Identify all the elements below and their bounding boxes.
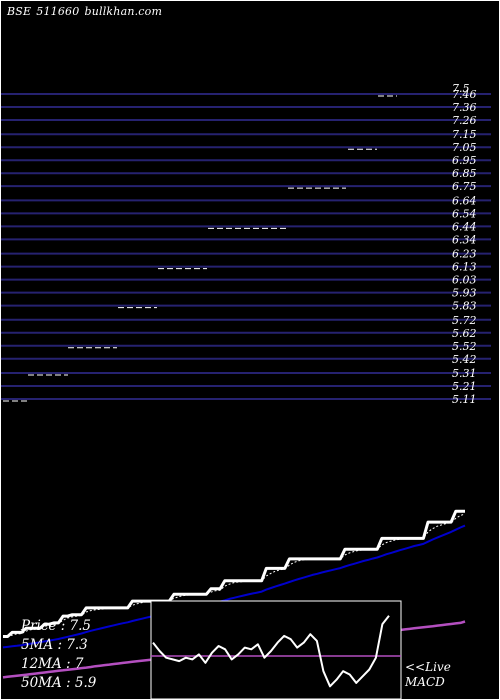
macd-live-label: <<Live bbox=[405, 660, 451, 674]
price-tick-label: 6.44 bbox=[452, 220, 477, 233]
price-tick-label: 5.52 bbox=[452, 340, 477, 353]
price-tick-label: 5.11 bbox=[452, 393, 477, 406]
price-axis: 7.57.467.367.267.157.056.956.856.756.646… bbox=[452, 82, 477, 406]
price-tick-label: 5.31 bbox=[452, 367, 477, 380]
price-tick-label: 6.95 bbox=[452, 154, 477, 167]
price-tick-label: 5.93 bbox=[452, 287, 477, 300]
price-tick-label: 5.62 bbox=[452, 327, 477, 340]
macd-label: MACD bbox=[405, 675, 445, 689]
stock-code: 511660 bbox=[36, 5, 80, 18]
ma12-line bbox=[2, 524, 466, 649]
macd-caption: <<Live MACD bbox=[405, 660, 451, 690]
price-tick-label: 5.42 bbox=[452, 353, 477, 366]
ma50-stat: 50MA : 5.9 bbox=[21, 675, 97, 691]
ma12-stat: 12MA : 7 bbox=[21, 656, 84, 672]
price-stat: Price : 7.5 bbox=[21, 618, 92, 634]
price-tick-label: 6.54 bbox=[452, 207, 477, 220]
price-tick-label: 5.21 bbox=[452, 380, 477, 393]
price-line bbox=[3, 509, 465, 638]
macd-line bbox=[152, 615, 390, 688]
price-tick-label: 7.46 bbox=[452, 88, 477, 101]
price-tick-label: 6.64 bbox=[452, 194, 477, 207]
price-tick-label: 6.85 bbox=[452, 167, 477, 180]
price-tick-label: 6.23 bbox=[452, 248, 477, 261]
price-tick-label: 6.13 bbox=[452, 261, 477, 274]
ma5-line bbox=[3, 513, 466, 637]
exchange-label: BSE bbox=[7, 5, 32, 18]
ma5-stat: 5MA : 7.3 bbox=[21, 637, 88, 653]
macd-box bbox=[150, 600, 402, 699]
volume-profile bbox=[3, 95, 397, 402]
price-tick-label: 7.05 bbox=[452, 141, 477, 154]
price-tick-label: 6.75 bbox=[452, 180, 477, 193]
site-name: bullkhan.com bbox=[84, 5, 163, 18]
chart-header: BSE 511660 bullkhan.com bbox=[7, 5, 167, 18]
price-tick-label: 7.36 bbox=[452, 101, 477, 114]
stats-panel: Price : 7.5 5MA : 7.3 12MA : 7 50MA : 5.… bbox=[21, 617, 96, 693]
price-tick-label: 7.26 bbox=[452, 114, 477, 127]
macd-panel bbox=[150, 600, 402, 699]
price-tick-label: 6.03 bbox=[452, 274, 477, 287]
price-grid bbox=[1, 93, 491, 400]
price-tick-label: 6.34 bbox=[452, 233, 477, 246]
price-tick-label: 7.5 bbox=[452, 82, 470, 95]
price-tick-label: 5.83 bbox=[452, 300, 477, 313]
price-tick-label: 7.15 bbox=[452, 128, 477, 141]
price-tick-label: 5.72 bbox=[452, 314, 477, 327]
